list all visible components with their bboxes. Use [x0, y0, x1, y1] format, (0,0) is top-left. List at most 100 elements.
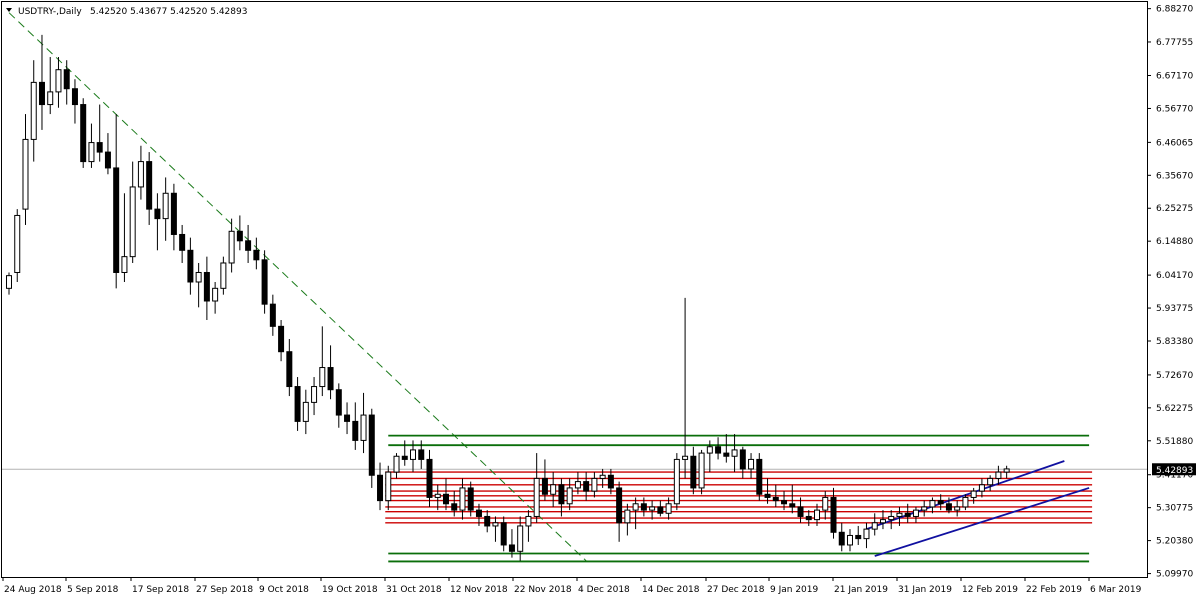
- candle-body-down: [937, 500, 944, 505]
- candle-body-down: [418, 449, 425, 460]
- x-tick-label: 17 Sep 2018: [132, 585, 189, 595]
- candle-body-up: [212, 287, 219, 302]
- y-tick-label: 5.72670: [1156, 371, 1193, 381]
- ohlc-values: 5.42520 5.43677 5.42520 5.42893: [90, 7, 247, 17]
- y-tick-label: 5.51880: [1156, 437, 1193, 447]
- candle-body-down: [368, 414, 375, 476]
- candle: [525, 510, 532, 542]
- candle-body-up: [220, 262, 227, 289]
- candle-body-down: [616, 487, 623, 524]
- candle: [723, 434, 730, 463]
- candle-body-up: [987, 477, 994, 486]
- candle: [22, 114, 29, 225]
- candle-body-up: [682, 455, 689, 460]
- candle: [855, 525, 862, 545]
- candle: [978, 478, 985, 498]
- candle: [261, 250, 268, 314]
- candle-body-up: [706, 446, 713, 454]
- candle: [302, 389, 309, 435]
- candle: [410, 440, 417, 473]
- candle-body-up: [822, 496, 829, 511]
- candle: [319, 326, 326, 397]
- candle: [706, 440, 713, 473]
- x-tick-label: 31 Oct 2018: [386, 585, 442, 595]
- y-tick-label: 5.30775: [1156, 504, 1193, 514]
- symbol-label: USDTRY-,Daily: [18, 7, 82, 17]
- candle: [772, 484, 779, 507]
- candle: [805, 510, 812, 526]
- candle-body-up: [129, 186, 136, 258]
- candle: [121, 193, 128, 282]
- candle-body-up: [88, 142, 95, 163]
- candle-body-up: [385, 471, 392, 502]
- candle-body-up: [863, 528, 870, 540]
- candle-body-down: [789, 503, 796, 508]
- candle-body-down: [781, 500, 788, 505]
- y-tick-label: 5.20380: [1156, 537, 1193, 547]
- candle-body-up: [533, 477, 540, 517]
- candle-body-up: [921, 506, 928, 511]
- candle-body-up: [6, 275, 12, 289]
- candle-body-down: [170, 192, 177, 235]
- dropdown-triangle-icon[interactable]: [6, 8, 12, 12]
- candle-body-down: [203, 271, 210, 302]
- candle-body-down: [245, 240, 252, 251]
- candle-body-down: [154, 208, 161, 220]
- plot-frame: [1, 1, 1148, 578]
- candle-body-up: [137, 161, 144, 188]
- candle-body-up: [434, 493, 441, 498]
- y-tick-label: 6.04170: [1156, 271, 1193, 281]
- candle-body-up: [14, 214, 21, 273]
- candle-body-down: [558, 484, 565, 505]
- candle: [55, 57, 62, 108]
- candle-body-up: [47, 91, 54, 106]
- candle: [327, 345, 334, 400]
- candle-body-down: [146, 161, 153, 210]
- candle-body-down: [80, 104, 87, 163]
- candle: [154, 193, 161, 251]
- candle: [146, 152, 153, 225]
- x-tick-label: 19 Oct 2018: [322, 585, 378, 595]
- candle-body-up: [995, 471, 1002, 479]
- candle-body-up: [550, 484, 557, 495]
- x-tick-label: 24 Aug 2018: [4, 585, 62, 595]
- candle: [80, 98, 87, 168]
- candle: [426, 449, 433, 507]
- candle-body-down: [96, 142, 103, 153]
- candle-body-up: [814, 509, 821, 521]
- candle-body-down: [467, 487, 474, 511]
- y-tick-label: 5.09970: [1156, 570, 1193, 580]
- candle-body-down: [261, 259, 268, 305]
- time-axis[interactable]: 24 Aug 2018 5 Sep 2018 17 Sep 2018 27 Sep 2…: [2, 577, 1142, 595]
- candle-body-up: [888, 515, 895, 521]
- x-tick-label: 21 Jan 2019: [834, 585, 888, 595]
- candle-body-down: [508, 544, 515, 552]
- candle-body-up: [459, 487, 466, 511]
- candle: [698, 449, 705, 495]
- candle-body-up: [748, 458, 755, 470]
- candle-body-down: [63, 69, 70, 90]
- candle: [657, 500, 664, 517]
- price-axis[interactable]: 6.88270 6.77755 6.67170 6.56770 6.46065 6.356…: [1147, 5, 1193, 580]
- candle-body-up: [162, 192, 169, 220]
- candle-body-down: [451, 503, 458, 511]
- candle-body-down: [187, 249, 194, 283]
- candle: [822, 491, 829, 520]
- y-tick-label: 5.62275: [1156, 404, 1193, 414]
- candle: [830, 487, 837, 539]
- candle: [558, 478, 565, 517]
- candle: [228, 218, 235, 273]
- candle: [682, 297, 689, 479]
- candle: [492, 516, 499, 542]
- candle: [269, 294, 276, 336]
- candle-body-down: [583, 481, 590, 492]
- candle: [30, 60, 37, 162]
- candle-body-down: [830, 496, 837, 533]
- candle: [385, 465, 392, 511]
- candle: [484, 510, 491, 533]
- candle: [904, 503, 911, 523]
- y-tick-label: 5.93775: [1156, 304, 1193, 314]
- candle: [179, 224, 186, 263]
